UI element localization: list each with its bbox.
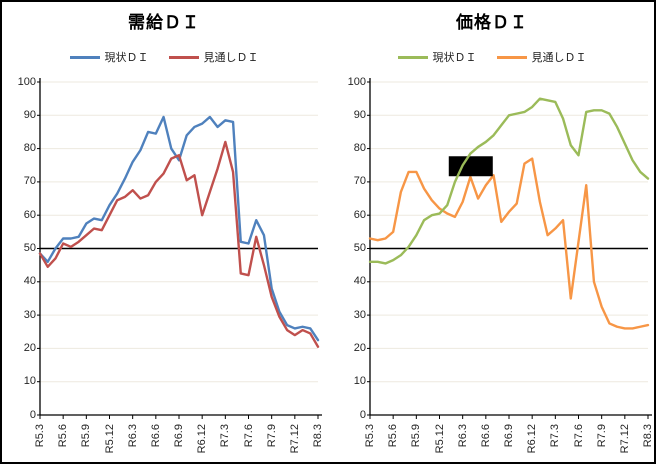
- x-tick-label: R5.6: [387, 424, 400, 448]
- y-tick-label: 100: [347, 75, 366, 88]
- legend-line-icon: [397, 55, 428, 59]
- series-line-current-di: [368, 97, 650, 265]
- plot-area-supply-demand: [37, 78, 322, 419]
- x-tick-label: R7.6: [242, 424, 255, 448]
- y-tick-label: 80: [23, 142, 36, 155]
- x-tick-label: R8.3: [642, 424, 654, 448]
- x-tick-label: R6.3: [456, 424, 469, 448]
- y-tick-label: 20: [23, 341, 36, 354]
- y-tick-label: 60: [353, 208, 366, 221]
- x-tick-label: R5.12: [433, 424, 446, 454]
- x-tick-label: R7.9: [595, 424, 608, 448]
- x-tick-label: R6.3: [126, 424, 139, 448]
- y-tick-label: 90: [23, 108, 36, 121]
- series-line-current-di: [38, 115, 320, 342]
- series-line-outlook-di: [38, 140, 320, 348]
- x-tick-label: R8.3: [312, 424, 324, 448]
- y-tick-label: 50: [23, 242, 36, 254]
- legend-item-current-di: 現状ＤＩ: [397, 49, 477, 65]
- legend-label: 現状ＤＩ: [432, 52, 477, 64]
- y-tick-label: 10: [353, 375, 366, 388]
- legend-label: 現状ＤＩ: [104, 52, 149, 64]
- x-tick-label: R7.9: [265, 424, 278, 448]
- x-tick-label: R5.3: [364, 424, 376, 448]
- x-tick-label: R7.3: [549, 424, 562, 448]
- x-tick-label: R6.6: [149, 424, 162, 448]
- legend-item-outlook-di: 見通しＤＩ: [496, 49, 587, 65]
- y-tick-label: 50: [353, 242, 366, 254]
- plot-area-price: [367, 78, 652, 419]
- y-tick-label: 0: [359, 408, 366, 421]
- y-tick-label: 60: [23, 208, 36, 221]
- y-tick-label: 40: [353, 275, 366, 288]
- y-tick-label: 70: [23, 175, 36, 188]
- chart-panel-price-di: 価格ＤＩ 現状ＤＩ 見通しＤＩ R5.3 R5.6 R5.9 R5.12 R6.3 R6.…: [328, 0, 656, 464]
- x-tick-label: R6.12: [526, 424, 539, 454]
- x-tick-label: R6.12: [196, 424, 209, 454]
- legend-line-icon: [496, 55, 527, 59]
- redaction-box: [448, 156, 493, 177]
- y-tick-label: 20: [353, 341, 366, 354]
- y-tick-label: 30: [353, 308, 366, 321]
- chart-panel-supply-demand-di: 需給ＤＩ 現状ＤＩ 見通しＤＩ R5.3 R5.6 R5.9 R5.12 R6.3 R6.…: [0, 13, 328, 454]
- y-tick-label: 10: [23, 375, 36, 388]
- y-tick-label: 90: [353, 108, 366, 121]
- x-tick-label: R6.9: [173, 424, 185, 448]
- chart-title-price: 価格ＤＩ: [456, 13, 528, 32]
- legend-line-icon: [69, 55, 100, 59]
- y-tick-label: 30: [23, 308, 36, 321]
- x-tick-label: R6.9: [503, 424, 515, 448]
- chart-title-supply-demand: 需給ＤＩ: [128, 13, 200, 32]
- legend-line-icon: [168, 55, 199, 59]
- legend-item-outlook-di: 見通しＤＩ: [168, 49, 259, 65]
- series-line-outlook-di: [368, 157, 650, 330]
- y-tick-label: 70: [353, 175, 366, 188]
- y-tick-label: 80: [353, 142, 366, 155]
- legend-label: 見通しＤＩ: [531, 52, 587, 64]
- x-tick-label: R7.12: [288, 424, 301, 454]
- y-tick-label: 40: [23, 275, 36, 288]
- y-tick-label: 100: [17, 75, 36, 88]
- legend-label: 見通しＤＩ: [203, 52, 259, 64]
- legend-price: 現状ＤＩ 見通しＤＩ: [328, 49, 656, 65]
- x-tick-label: R5.9: [410, 424, 423, 448]
- x-tick-label: R6.6: [479, 424, 492, 448]
- x-tick-label: R5.12: [103, 424, 116, 454]
- x-tick-label: R5.6: [57, 424, 70, 448]
- x-tick-label: R7.3: [219, 424, 232, 448]
- y-tick-label: 0: [29, 408, 36, 421]
- legend-supply-demand: 現状ＤＩ 見通しＤＩ: [0, 49, 328, 65]
- x-tick-label: R5.9: [80, 424, 93, 448]
- x-tick-label: R7.6: [572, 424, 585, 448]
- x-tick-label: R5.3: [34, 424, 46, 448]
- legend-item-current-di: 現状ＤＩ: [69, 49, 149, 65]
- x-tick-label: R7.12: [618, 424, 631, 454]
